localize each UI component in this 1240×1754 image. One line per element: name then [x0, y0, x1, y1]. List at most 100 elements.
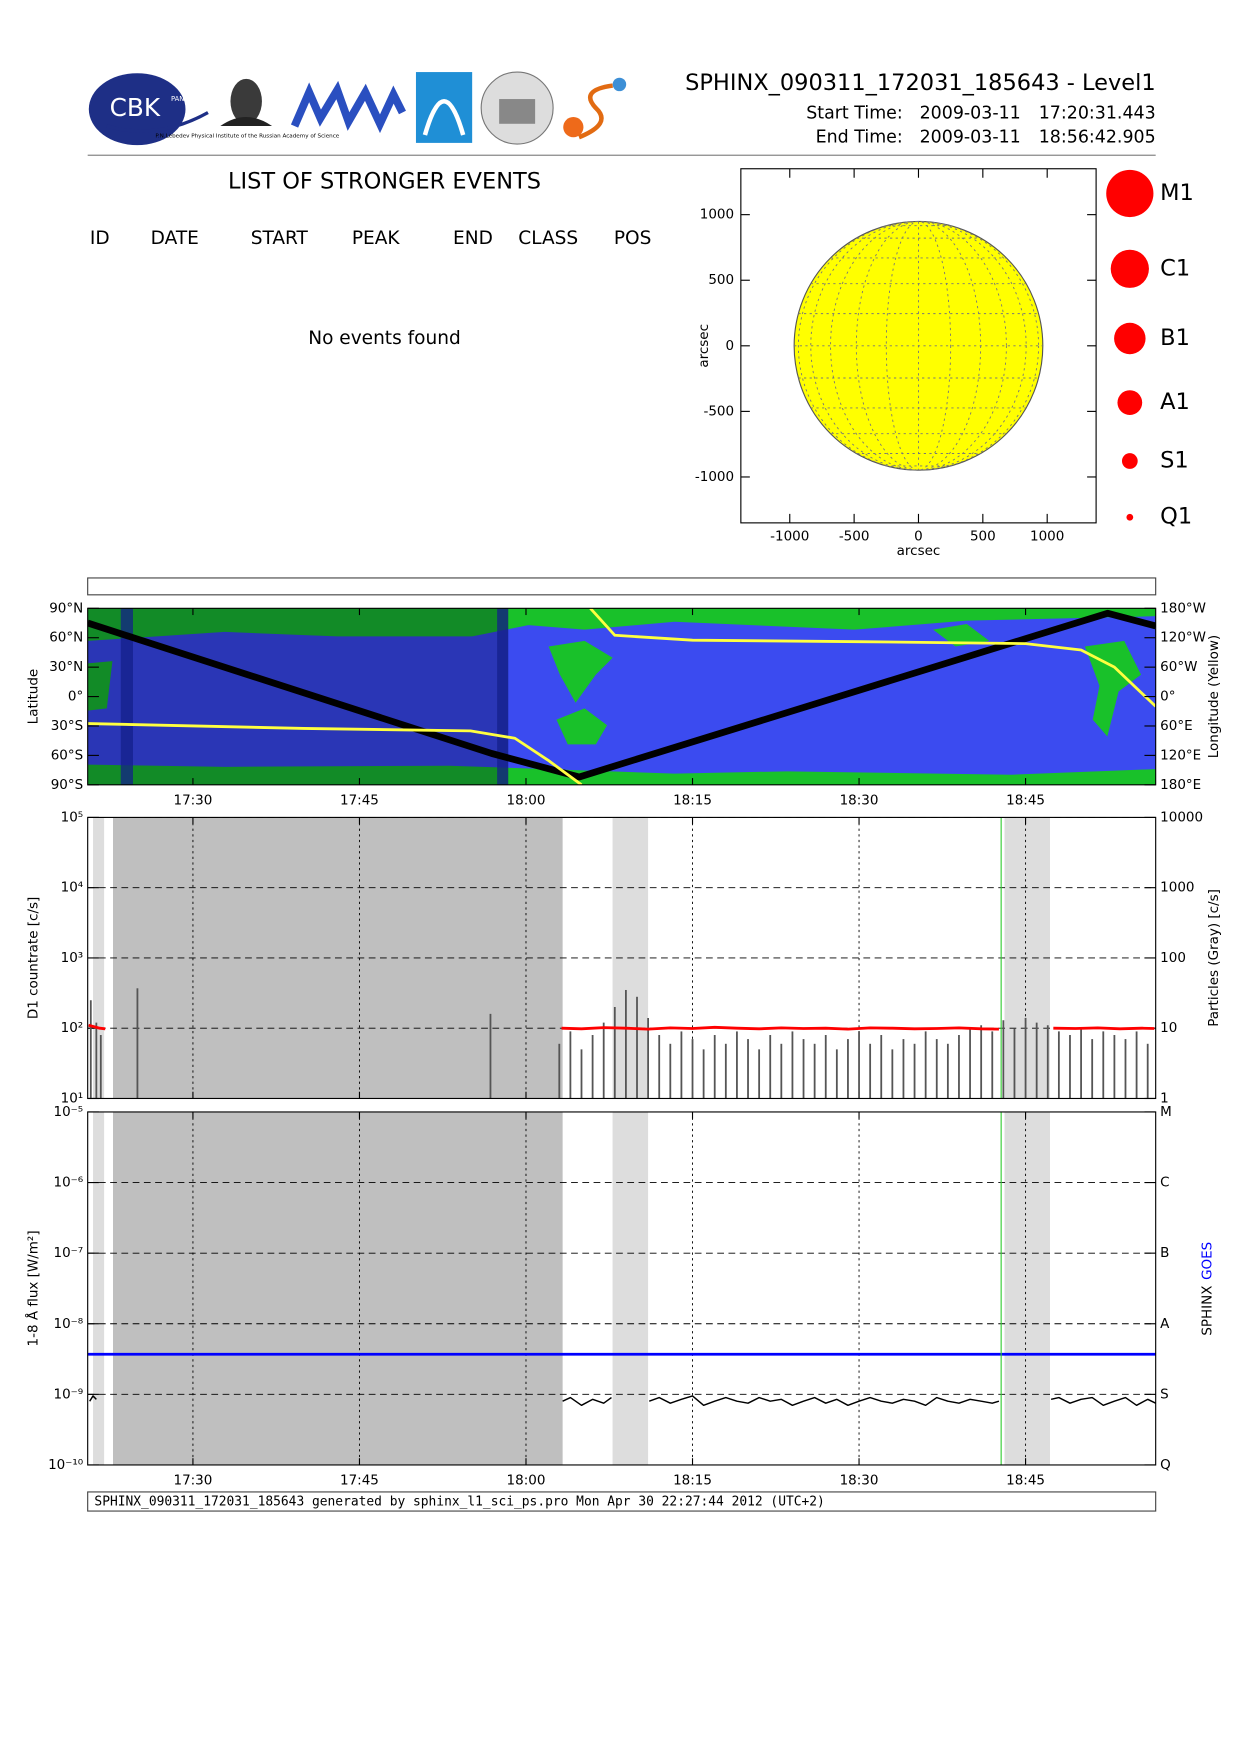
y2-tick-label: Q: [1160, 1457, 1171, 1473]
series-line: [87, 609, 1156, 781]
legend-entry: SPHINX: [1199, 1286, 1215, 1336]
x-tick-label: 18:15: [673, 793, 712, 809]
class-legend-marker: [1106, 169, 1154, 218]
events-title: LIST OF STRONGER EVENTS: [228, 169, 541, 195]
y-tick-label: 10⁻⁷: [54, 1245, 84, 1261]
y-tick-label: 10³: [61, 950, 84, 966]
events-column-header: DATE: [151, 228, 199, 249]
x-axis-label: arcsec: [897, 543, 941, 559]
end-label: End Time:: [816, 127, 903, 147]
y2-tick-label: 60°W: [1160, 659, 1197, 675]
x-tick-label: 1000: [1030, 528, 1064, 544]
x-tick-label: 18:15: [673, 1473, 712, 1489]
y-axis-label: D1 countrate [c/s]: [26, 897, 42, 1019]
disk-meridian: [830, 221, 1007, 471]
y-tick-label: 30°N: [49, 659, 83, 675]
plot-frame: [87, 816, 1157, 1100]
y2-tick-label: A: [1160, 1316, 1170, 1332]
x-tick-label: 18:00: [507, 793, 546, 809]
y-tick-label: 10⁻⁵: [54, 1104, 84, 1120]
x-tick-label: 18:30: [840, 1473, 879, 1489]
shaded-interval: [1004, 1111, 1050, 1465]
land: [87, 661, 113, 711]
shaded-interval: [113, 1111, 563, 1465]
logo-cbk-text: CBK: [110, 93, 161, 122]
land: [87, 764, 1156, 785]
y2-tick-label: 180°E: [1160, 777, 1201, 793]
shaded-interval: [612, 1111, 649, 1465]
y2-tick-label: 1000: [1160, 880, 1194, 896]
start-date: 2009-03-11: [920, 104, 1021, 124]
x-tick-label: 17:45: [340, 1473, 379, 1489]
y-tick-label: -500: [703, 403, 734, 419]
plot-frame: [87, 607, 1157, 786]
y2-tick-label: 1: [1160, 1090, 1169, 1106]
events-columns: ID DATE START PEAK END CLASS POS: [90, 228, 651, 249]
report-title: SPHINX_090311_172031_185643 - Level1: [685, 70, 1156, 96]
class-legend-marker: [1121, 453, 1138, 469]
class-legend-label: A1: [1160, 389, 1190, 415]
x-tick-label: -1000: [770, 528, 809, 544]
y2-tick-label: 10000: [1160, 809, 1203, 825]
y2-tick-label: 100: [1160, 950, 1186, 966]
y2-tick-label: S: [1160, 1386, 1169, 1402]
land: [87, 608, 1156, 641]
y2-tick-label: 120°E: [1160, 747, 1201, 763]
disk-plot: -1000 -500 0 500 1000 -1000 -500 0 500 1000 arcsec…: [695, 168, 1097, 559]
y2-tick-label: 60°E: [1160, 718, 1192, 734]
shaded-interval: [120, 608, 133, 785]
logo-mian: [290, 80, 406, 134]
y2-tick-label: 120°W: [1160, 630, 1206, 646]
class-legend-label: B1: [1160, 325, 1190, 351]
x-tick-label: 17:30: [173, 793, 212, 809]
shaded-interval: [93, 1111, 105, 1465]
y2-tick-label: C: [1160, 1175, 1169, 1191]
x-tick-label: 18:30: [840, 793, 879, 809]
y2-tick-label: M: [1160, 1104, 1172, 1120]
events-column-header: CLASS: [518, 228, 578, 249]
events-column-header: START: [251, 228, 309, 249]
y2-axis-label: Particles (Gray) [c/s]: [1206, 889, 1222, 1027]
y-tick-label: 60°S: [51, 747, 83, 763]
y-tick-label: 10¹: [61, 1090, 84, 1106]
x-tick-label: 18:45: [1006, 1473, 1045, 1489]
class-legend-label: Q1: [1160, 504, 1192, 530]
logo-lebedev-text: P.N.Lebedev Physical Institute of the Ru…: [155, 134, 339, 140]
y-tick-label: 30°S: [51, 718, 83, 734]
end-date: 2009-03-11: [920, 127, 1021, 147]
logo-observatory: [480, 71, 554, 145]
y2-tick-label: B: [1160, 1245, 1169, 1261]
land: [1084, 640, 1142, 737]
logo-pan-text: PAN: [171, 95, 184, 103]
class-legend-label: M1: [1160, 180, 1194, 206]
y-tick-label: 0: [726, 338, 735, 354]
logo-lebedev: P.N.Lebedev Physical Institute of the Ru…: [155, 78, 340, 140]
empty-strip: [87, 577, 1157, 596]
y2-axis-label: Longitude (Yellow): [1206, 635, 1222, 758]
time-series-plot: 17:30 17:45 18:00 18:15 18:30 18:45 10⁻¹⁰ 10⁻⁹ 1…: [25, 1104, 1216, 1489]
night-shade: [87, 608, 509, 785]
y-tick-label: 10⁻⁹: [54, 1386, 84, 1402]
start-time: 17:20:31.443: [1039, 104, 1156, 124]
x-tick-label: 500: [970, 528, 996, 544]
class-legend-label: S1: [1160, 448, 1189, 474]
y2-tick-label: 0°: [1160, 689, 1175, 705]
logo-cbk: CBK PAN: [88, 73, 209, 146]
y-tick-label: 10⁻¹⁰: [48, 1457, 83, 1473]
land: [556, 708, 608, 745]
events-message: No events found: [308, 328, 461, 349]
y-tick-label: -1000: [695, 469, 734, 485]
y-tick-label: 1000: [700, 207, 734, 223]
land: [548, 640, 613, 703]
class-legend-marker: [1117, 390, 1143, 415]
legend-entry: GOES: [1199, 1242, 1215, 1280]
class-legend-marker: [1126, 513, 1134, 521]
x-tick-label: 0: [914, 528, 923, 544]
series-line: [87, 608, 1156, 785]
y2-tick-label: 10: [1160, 1020, 1177, 1036]
end-time: 18:56:42.905: [1039, 127, 1156, 147]
class-legend-label: C1: [1160, 255, 1190, 281]
start-label: Start Time:: [806, 104, 903, 124]
y-axis-label: Latitude: [26, 669, 42, 725]
